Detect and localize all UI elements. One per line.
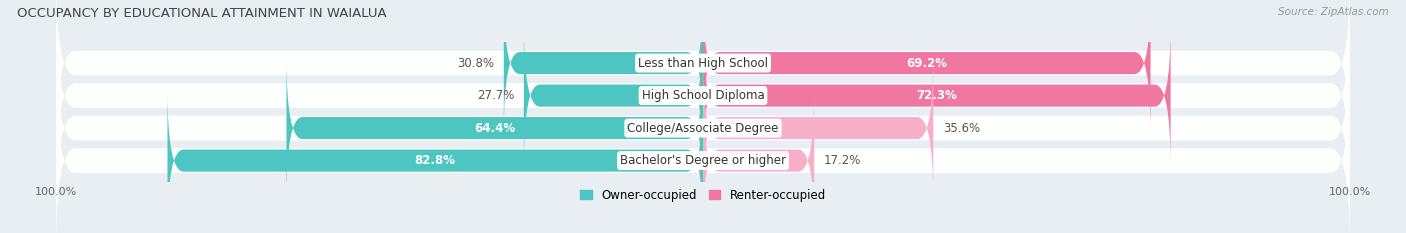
Text: 30.8%: 30.8% [457, 57, 494, 70]
Text: 35.6%: 35.6% [943, 122, 980, 135]
Text: 64.4%: 64.4% [474, 122, 516, 135]
Text: 27.7%: 27.7% [477, 89, 515, 102]
FancyBboxPatch shape [503, 0, 703, 133]
Text: High School Diploma: High School Diploma [641, 89, 765, 102]
Text: 82.8%: 82.8% [415, 154, 456, 167]
FancyBboxPatch shape [703, 90, 814, 231]
Text: College/Associate Degree: College/Associate Degree [627, 122, 779, 135]
Text: 17.2%: 17.2% [824, 154, 862, 167]
FancyBboxPatch shape [524, 25, 703, 166]
FancyBboxPatch shape [703, 25, 1171, 166]
Legend: Owner-occupied, Renter-occupied: Owner-occupied, Renter-occupied [575, 184, 831, 207]
FancyBboxPatch shape [56, 43, 1350, 213]
FancyBboxPatch shape [56, 10, 1350, 181]
Text: 69.2%: 69.2% [907, 57, 948, 70]
Text: OCCUPANCY BY EDUCATIONAL ATTAINMENT IN WAIALUA: OCCUPANCY BY EDUCATIONAL ATTAINMENT IN W… [17, 7, 387, 20]
FancyBboxPatch shape [287, 58, 703, 198]
FancyBboxPatch shape [167, 90, 703, 231]
Text: 72.3%: 72.3% [917, 89, 957, 102]
FancyBboxPatch shape [703, 0, 1150, 133]
Text: Source: ZipAtlas.com: Source: ZipAtlas.com [1278, 7, 1389, 17]
FancyBboxPatch shape [703, 58, 934, 198]
Text: Bachelor's Degree or higher: Bachelor's Degree or higher [620, 154, 786, 167]
FancyBboxPatch shape [56, 75, 1350, 233]
FancyBboxPatch shape [56, 0, 1350, 148]
Text: Less than High School: Less than High School [638, 57, 768, 70]
